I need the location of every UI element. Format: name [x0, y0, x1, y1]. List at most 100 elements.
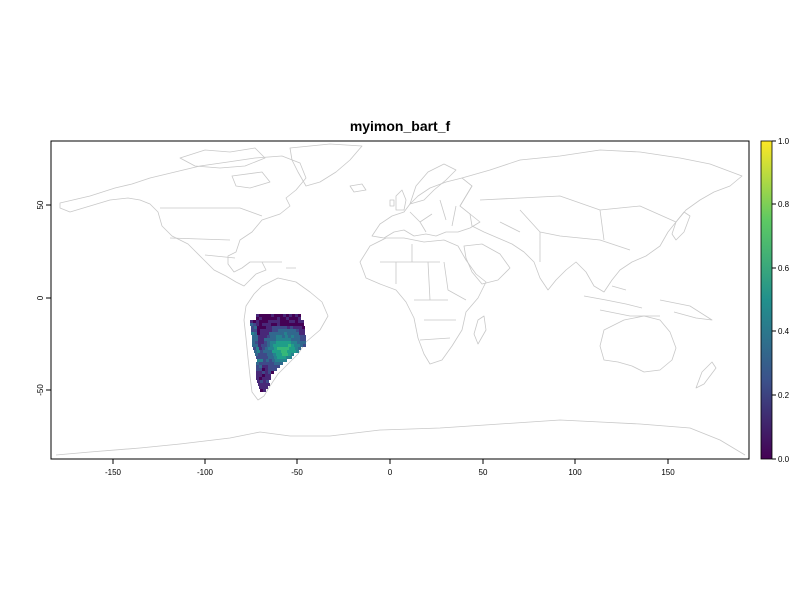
raster-cell	[261, 341, 264, 344]
raster-cell	[276, 341, 279, 344]
raster-cell	[284, 326, 287, 329]
raster-cell	[264, 344, 267, 347]
raster-cell	[253, 320, 256, 323]
raster-cell	[263, 350, 266, 353]
raster-cell	[301, 320, 304, 323]
raster-cell	[303, 335, 306, 338]
raster-cell	[265, 365, 268, 368]
raster-cell	[267, 341, 270, 344]
raster-cell	[274, 323, 277, 326]
raster-cell	[292, 314, 295, 317]
raster-cell	[276, 335, 279, 338]
raster-cell	[256, 368, 259, 371]
raster-cell	[281, 359, 284, 362]
raster-cell	[285, 353, 288, 356]
raster-cell	[267, 344, 270, 347]
raster-layer	[250, 314, 306, 392]
raster-cell	[263, 326, 266, 329]
raster-cell	[275, 350, 278, 353]
raster-cell	[296, 332, 299, 335]
raster-cell	[283, 320, 286, 323]
raster-cell	[256, 314, 259, 317]
africa-outline	[359, 237, 487, 365]
raster-cell	[299, 329, 302, 332]
raster-cell	[276, 344, 279, 347]
raster-cell	[267, 338, 270, 341]
raster-cell	[288, 341, 291, 344]
raster-cell	[269, 329, 272, 332]
raster-cell	[272, 329, 275, 332]
raster-cell	[281, 329, 284, 332]
raster-cell	[273, 344, 276, 347]
map-title: myimon_bart_f	[350, 118, 451, 134]
raster-cell	[283, 323, 286, 326]
raster-cell	[293, 332, 296, 335]
raster-cell	[282, 344, 285, 347]
raster-cell	[258, 344, 261, 347]
raster-cell	[260, 359, 263, 362]
raster-cell	[265, 356, 268, 359]
raster-cell	[256, 377, 259, 380]
raster-cell	[303, 338, 306, 341]
raster-cell	[268, 371, 271, 374]
asia-outline	[459, 149, 743, 293]
raster-cell	[284, 329, 287, 332]
raster-cell	[271, 314, 274, 317]
raster-cell	[255, 344, 258, 347]
raster-cell	[294, 344, 297, 347]
raster-cell	[257, 350, 260, 353]
raster-cell	[284, 332, 287, 335]
legend-label: 0.2	[778, 391, 790, 400]
raster-cell	[264, 335, 267, 338]
us-states-line	[169, 237, 236, 259]
raster-cell	[268, 323, 271, 326]
raster-cell	[285, 338, 288, 341]
raster-cell	[286, 347, 289, 350]
raster-cell	[278, 359, 281, 362]
raster-cell	[282, 353, 285, 356]
raster-cell	[256, 320, 259, 323]
raster-cell	[278, 329, 281, 332]
raster-cell	[256, 317, 259, 320]
x-tick-label: 50	[479, 468, 488, 477]
raster-cell	[286, 320, 289, 323]
raster-cell	[281, 350, 284, 353]
raster-cell	[262, 320, 265, 323]
y-axis: 50 0 -50	[36, 200, 52, 396]
raster-cell	[257, 326, 260, 329]
raster-cell	[277, 362, 280, 365]
x-tick-label: -50	[291, 468, 303, 477]
raster-cell	[290, 326, 293, 329]
raster-cell	[296, 350, 299, 353]
raster-cell	[260, 326, 263, 329]
raster-cell	[261, 353, 264, 356]
raster-cell	[281, 332, 284, 335]
raster-cell	[251, 329, 254, 332]
raster-cell	[295, 314, 298, 317]
asia-borders	[479, 195, 677, 262]
raster-cell	[270, 341, 273, 344]
x-tick-label: -100	[197, 468, 214, 477]
southeast-asia-islands	[583, 285, 713, 321]
x-tick-label: 150	[661, 468, 675, 477]
raster-cell	[267, 353, 270, 356]
raster-cell	[252, 335, 255, 338]
raster-cell	[265, 347, 268, 350]
raster-cell	[293, 326, 296, 329]
raster-cell	[253, 323, 256, 326]
raster-cell	[300, 341, 303, 344]
raster-cell	[265, 320, 268, 323]
raster-cell	[259, 365, 262, 368]
raster-cell	[270, 344, 273, 347]
raster-cell	[301, 323, 304, 326]
raster-cell	[265, 371, 268, 374]
colorbar	[760, 140, 773, 460]
raster-cell	[291, 335, 294, 338]
raster-cell	[271, 320, 274, 323]
y-tick-label: -50	[36, 384, 45, 396]
raster-cell	[276, 353, 279, 356]
raster-cell	[279, 335, 282, 338]
raster-cell	[287, 329, 290, 332]
raster-cell	[286, 314, 289, 317]
